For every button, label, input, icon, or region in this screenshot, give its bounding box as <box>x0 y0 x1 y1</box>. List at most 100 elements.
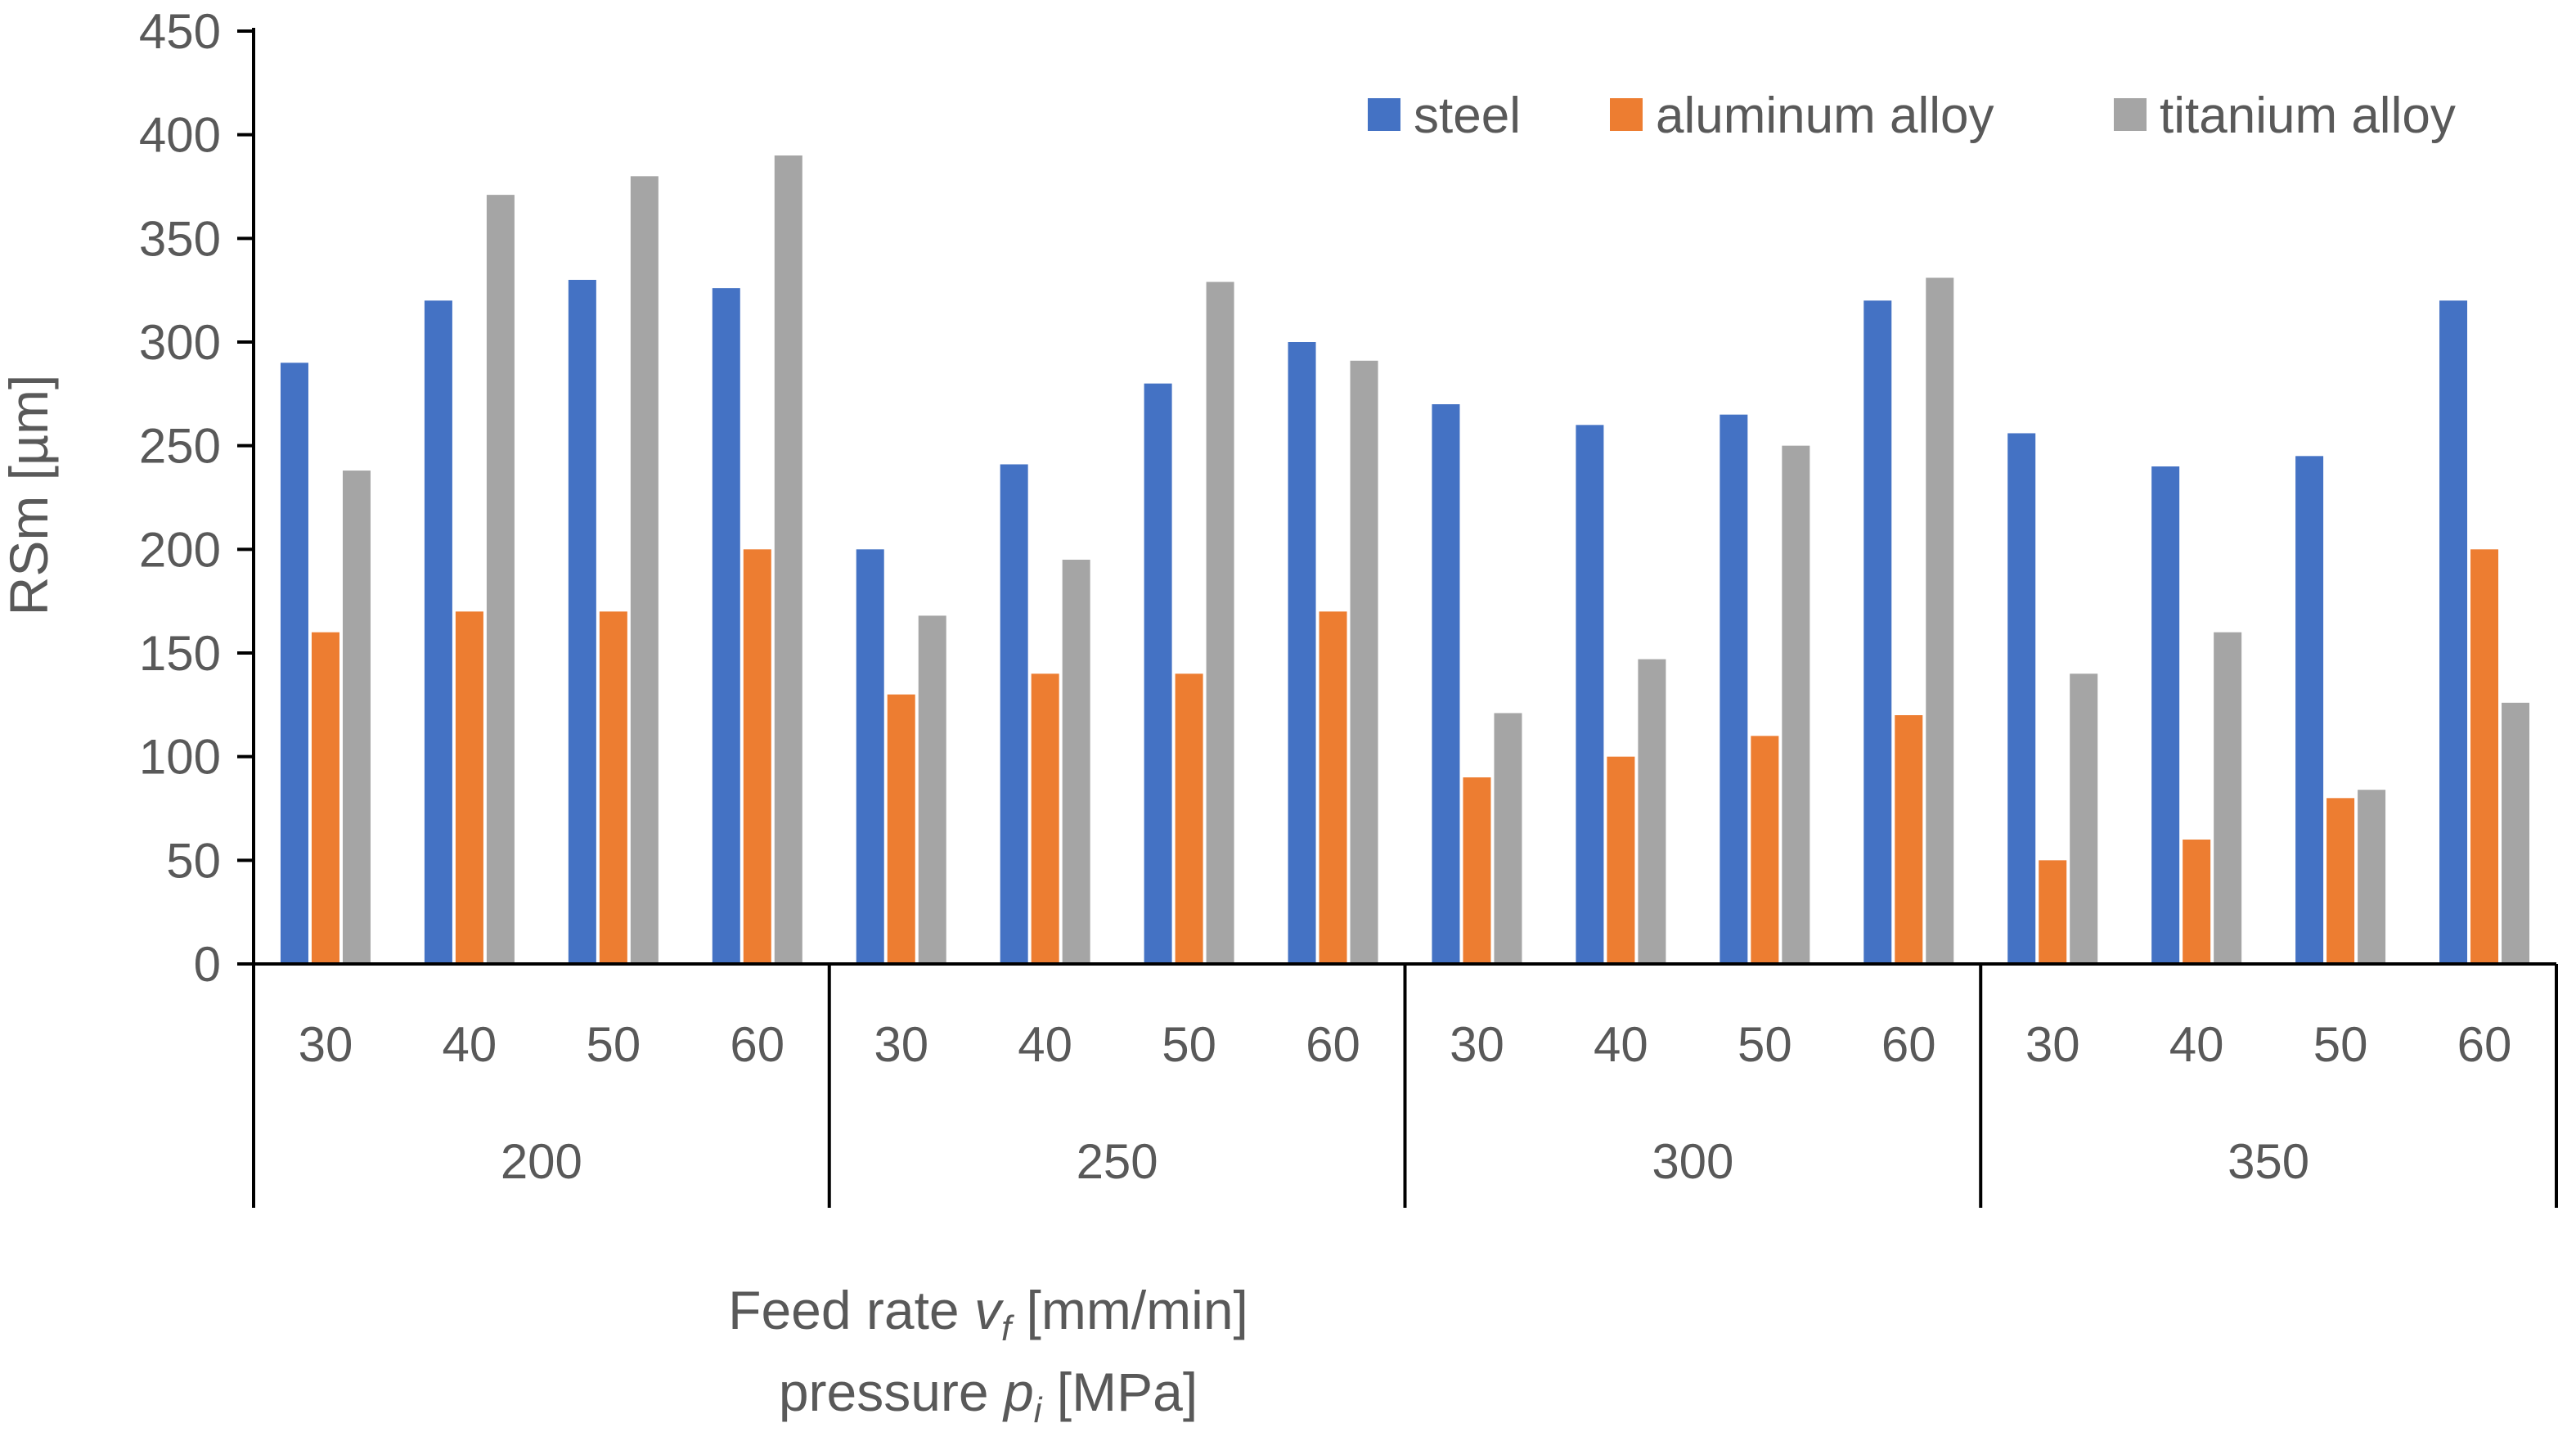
bar-aluminum-alloy-3 <box>599 611 627 964</box>
bar-aluminum-alloy-6 <box>1031 673 1059 964</box>
x-category-label-5: 30 <box>874 1017 928 1072</box>
x-category-label-15: 50 <box>2313 1017 2368 1072</box>
bar-steel-5 <box>856 549 884 964</box>
bar-steel-9 <box>1432 404 1460 964</box>
legend-label-aluminum-alloy: aluminum alloy <box>1656 88 1994 144</box>
y-tick-label-250: 250 <box>139 419 221 474</box>
x-axis-title-line2-prefix: pressure <box>779 1362 1004 1422</box>
y-tick-label-400: 400 <box>139 108 221 163</box>
x-group-label-250: 250 <box>1077 1134 1158 1189</box>
bar-steel-11 <box>1720 414 1748 965</box>
bar-titanium-alloy-15 <box>2358 790 2386 964</box>
y-axis-title: RSm [µm] <box>0 375 59 616</box>
bar-aluminum-alloy-12 <box>1895 715 1923 964</box>
x-category-label-16: 60 <box>2457 1017 2512 1072</box>
y-tick-label-50: 50 <box>166 833 221 888</box>
x-category-label-3: 50 <box>586 1017 641 1072</box>
legend-swatch-aluminum-alloy <box>1610 98 1643 131</box>
bar-titanium-alloy-10 <box>1638 659 1666 964</box>
bar-aluminum-alloy-15 <box>2326 798 2355 964</box>
bar-steel-4 <box>712 288 740 965</box>
x-axis-groups: 200 250 300 350 <box>252 964 2558 1208</box>
y-tick-label-0: 0 <box>194 937 221 992</box>
legend-label-titanium-alloy: titanium alloy <box>2160 88 2456 144</box>
x-axis-title-line1: Feed rate vf [mm/min] <box>728 1280 1248 1349</box>
bar-steel-12 <box>1863 300 1892 964</box>
x-group-label-350: 350 <box>2228 1134 2309 1189</box>
bar-titanium-alloy-12 <box>1926 277 1954 964</box>
x-axis-title-line1-prefix: Feed rate <box>728 1280 974 1340</box>
bar-titanium-alloy-5 <box>918 615 946 964</box>
bar-steel-15 <box>2295 456 2324 964</box>
bar-steel-2 <box>424 300 452 964</box>
x-category-label-12: 60 <box>1881 1017 1936 1072</box>
bar-aluminum-alloy-2 <box>455 611 483 964</box>
bar-aluminum-alloy-13 <box>2039 860 2067 964</box>
bar-steel-8 <box>1288 342 1316 964</box>
bar-steel-3 <box>568 280 596 964</box>
bar-steel-16 <box>2439 300 2468 964</box>
x-group-label-300: 300 <box>1652 1134 1733 1189</box>
bar-aluminum-alloy-16 <box>2470 549 2499 964</box>
x-category-label-2: 40 <box>443 1017 497 1072</box>
x-category-label-11: 50 <box>1738 1017 1792 1072</box>
bar-titanium-alloy-6 <box>1062 560 1090 964</box>
x-axis-title-line2-var: p <box>1002 1362 1034 1422</box>
bars <box>280 155 2530 965</box>
bar-aluminum-alloy-8 <box>1319 611 1347 964</box>
x-axis-title-line2: pressure pi [MPa] <box>779 1362 1198 1430</box>
bar-steel-13 <box>2007 433 2036 964</box>
legend-swatch-steel <box>1368 98 1400 131</box>
x-category-label-13: 30 <box>2025 1017 2080 1072</box>
x-category-label-6: 40 <box>1018 1017 1072 1072</box>
y-tick-label-200: 200 <box>139 522 221 577</box>
bar-titanium-alloy-13 <box>2070 673 2098 964</box>
y-tick-label-300: 300 <box>139 315 221 370</box>
bar-titanium-alloy-16 <box>2502 702 2530 964</box>
x-category-label-9: 30 <box>1450 1017 1504 1072</box>
bar-titanium-alloy-1 <box>342 471 371 964</box>
bar-steel-1 <box>280 363 308 964</box>
x-category-label-14: 40 <box>2169 1017 2224 1072</box>
bar-aluminum-alloy-5 <box>887 694 915 964</box>
x-category-label-8: 60 <box>1306 1017 1360 1072</box>
bar-steel-7 <box>1144 383 1172 965</box>
bar-titanium-alloy-7 <box>1206 281 1234 964</box>
bar-titanium-alloy-2 <box>486 195 515 965</box>
bar-aluminum-alloy-14 <box>2183 840 2211 964</box>
x-axis-title-line2-suffix: [MPa] <box>1041 1362 1198 1422</box>
bar-aluminum-alloy-10 <box>1607 756 1635 964</box>
bar-steel-6 <box>1000 464 1028 964</box>
y-tick-label-150: 150 <box>139 626 221 681</box>
y-tick-label-450: 450 <box>139 4 221 59</box>
bar-titanium-alloy-3 <box>630 176 659 965</box>
bar-aluminum-alloy-11 <box>1751 736 1779 964</box>
x-axis-title-line1-var: v <box>974 1280 1005 1340</box>
y-axis-ticks: 0 50 100 150 200 250 300 350 400 450 <box>139 4 254 992</box>
x-axis-title-line1-suffix: [mm/min] <box>1011 1280 1248 1340</box>
bar-steel-14 <box>2151 466 2180 964</box>
bar-aluminum-alloy-9 <box>1463 777 1491 964</box>
bar-titanium-alloy-11 <box>1782 445 1810 964</box>
bar-titanium-alloy-4 <box>774 155 802 964</box>
legend: steel aluminum alloy titanium alloy <box>1368 88 2456 144</box>
y-tick-label-100: 100 <box>139 730 221 785</box>
x-axis-title-line2-sub: i <box>1034 1390 1043 1430</box>
x-category-label-7: 50 <box>1162 1017 1216 1072</box>
bar-titanium-alloy-14 <box>2214 632 2242 964</box>
x-group-label-200: 200 <box>501 1134 582 1189</box>
x-category-label-1: 30 <box>299 1017 353 1072</box>
x-axis-categories: 30 40 50 60 30 40 50 60 30 40 50 60 30 40 50 60 <box>299 1017 2512 1072</box>
bar-aluminum-alloy-7 <box>1175 673 1203 964</box>
bar-titanium-alloy-9 <box>1494 713 1522 964</box>
x-category-label-4: 60 <box>730 1017 784 1072</box>
bar-aluminum-alloy-4 <box>743 549 771 964</box>
legend-label-steel: steel <box>1414 88 1521 144</box>
bar-titanium-alloy-8 <box>1350 360 1378 964</box>
y-tick-label-350: 350 <box>139 211 221 266</box>
legend-swatch-titanium-alloy <box>2114 98 2147 131</box>
x-category-label-10: 40 <box>1594 1017 1648 1072</box>
bar-aluminum-alloy-1 <box>311 632 339 964</box>
